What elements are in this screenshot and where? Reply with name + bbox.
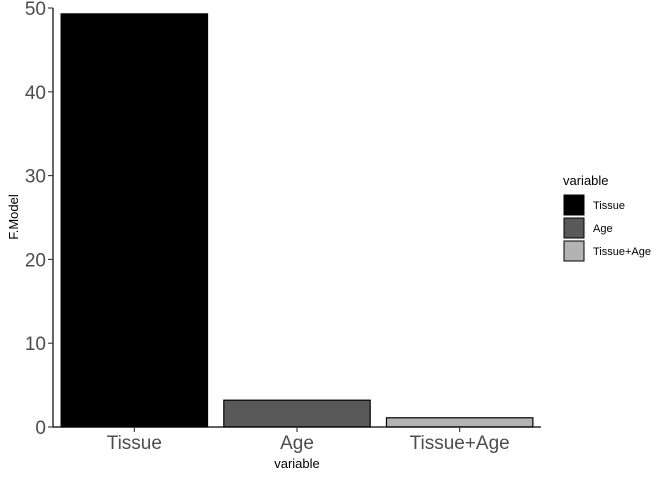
bars xyxy=(60,13,534,428)
x-tick-label: Age xyxy=(280,433,314,454)
legend-label: Tissue+Age xyxy=(593,246,651,258)
bar-tissue xyxy=(60,13,209,428)
x-axis: Tissue Age Tissue+Age xyxy=(53,426,541,454)
y-tick-label: 40 xyxy=(25,83,46,104)
legend-key xyxy=(563,217,585,239)
legend-key xyxy=(563,194,585,216)
x-tick-label: Tissue+Age xyxy=(410,433,510,454)
x-tick-label: Tissue xyxy=(107,433,162,454)
y-tick-label: 0 xyxy=(35,418,46,439)
y-axis-title: F.Model xyxy=(6,194,21,240)
legend-key xyxy=(563,240,585,262)
legend-title: variable xyxy=(563,173,609,188)
y-tick-label: 50 xyxy=(25,0,46,20)
y-tick-label: 20 xyxy=(25,250,46,271)
legend-label: Age xyxy=(593,223,613,235)
legend: variable Tissue Age Tissue+Age xyxy=(563,173,651,262)
x-axis-title: variable xyxy=(274,456,320,471)
legend-label: Tissue xyxy=(593,200,625,212)
y-tick-label: 30 xyxy=(25,167,46,188)
y-tick-label: 10 xyxy=(25,334,46,355)
bar-age xyxy=(223,399,371,428)
bar-tissue-age xyxy=(385,417,534,428)
y-axis: 0 10 20 30 40 50 xyxy=(25,0,54,439)
